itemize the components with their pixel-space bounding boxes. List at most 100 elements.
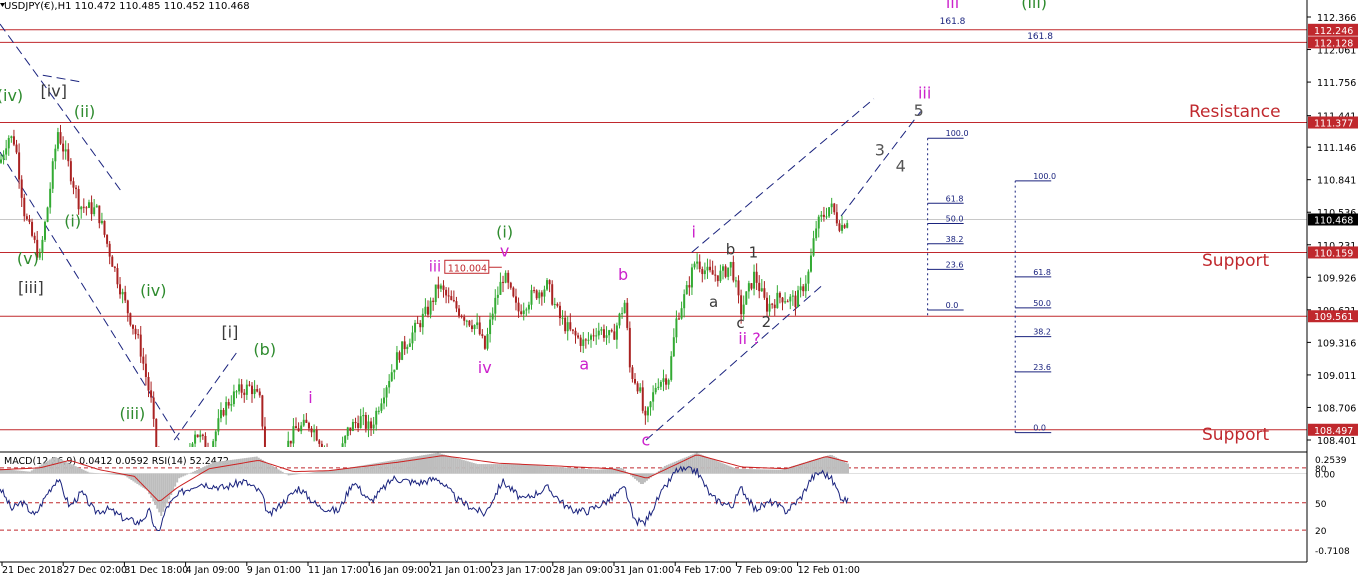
candle-body [460, 315, 463, 318]
candle-body [512, 287, 515, 297]
candle-body [465, 320, 468, 322]
candle-body [540, 292, 543, 297]
candle-body [626, 302, 629, 328]
candle-body [310, 428, 313, 433]
wave-label: a [709, 293, 718, 311]
time-tick-label: 7 Feb 09:00 [736, 565, 792, 576]
candle-body [320, 443, 323, 447]
wave-label: iii [946, 0, 959, 12]
candle-body [535, 290, 538, 299]
candle-body [737, 280, 740, 296]
candle-body [62, 143, 65, 152]
candle-body [85, 207, 88, 209]
candle-body [111, 256, 114, 267]
candle-body [152, 397, 155, 419]
candle-body [380, 403, 383, 411]
price-tag-label: 109.561 [1314, 312, 1353, 323]
candle-body [447, 295, 450, 297]
price-tag-label: 108.497 [1314, 426, 1353, 437]
candle-body [760, 288, 763, 292]
candle-body [225, 402, 228, 416]
candle-body [315, 429, 318, 441]
candle-body [688, 285, 691, 288]
candle-body [802, 286, 805, 292]
wave-label: (i) [496, 222, 513, 241]
candle-body [812, 238, 815, 256]
candle-body [657, 386, 660, 388]
candle-body [7, 138, 10, 149]
candle-body [797, 290, 800, 308]
candle-body [227, 402, 230, 406]
candle-body [830, 203, 833, 208]
candle-body [696, 261, 699, 264]
candle-body [685, 285, 688, 295]
trend-line [42, 74, 80, 83]
candle-body [424, 306, 427, 314]
candle-body [82, 206, 85, 208]
candle-body [745, 291, 748, 305]
candle-body [362, 415, 365, 417]
candle-body [595, 335, 598, 337]
candle-body [729, 261, 732, 268]
wave-label-layer: Resistance Support Support 110.004 (iv) [iv] (… [0, 0, 1281, 449]
candle-body [31, 221, 34, 236]
candle-body [701, 269, 704, 275]
candle-body [300, 425, 303, 432]
candle-body [667, 379, 670, 385]
wave-label: [iii] [18, 278, 44, 297]
fib-level-label: 100.0 [946, 129, 969, 138]
candle-body [553, 303, 556, 305]
candle-body [263, 426, 266, 447]
candle-body [569, 322, 572, 330]
candle-body [489, 319, 492, 335]
candle-body [256, 389, 259, 392]
candle-body [251, 385, 254, 395]
candle-body [520, 311, 523, 315]
candle-body [124, 291, 127, 301]
candle-body [463, 317, 466, 321]
candle-body [768, 303, 771, 312]
candle-body [672, 337, 675, 357]
price-tag-label: 110.159 [1314, 248, 1353, 259]
candle-body [116, 268, 119, 285]
candle-body [292, 426, 295, 444]
price-tag [1308, 23, 1358, 36]
candle-body [416, 322, 419, 324]
candle-body [439, 285, 442, 289]
candle-body [46, 207, 49, 222]
indicator-tick-label: 0.2539 [1315, 456, 1347, 466]
candle-body [525, 309, 528, 311]
candle-body [406, 346, 409, 350]
candle-body [212, 441, 215, 447]
candle-body [809, 255, 812, 272]
candle-body [455, 301, 458, 309]
trend-line [645, 285, 823, 441]
candle-body [364, 415, 367, 429]
zone-label: Support [1202, 251, 1270, 271]
wave-label: [i] [221, 323, 238, 342]
time-tick-label: 21 Dec 2018 [2, 565, 63, 576]
candle-body [408, 343, 411, 347]
fib-level-label: 23.6 [946, 260, 964, 269]
candle-body [357, 423, 360, 428]
candle-body [641, 387, 644, 411]
candle-body [367, 421, 370, 429]
candle-body [600, 329, 603, 331]
candle-body [434, 284, 437, 302]
candle-body [621, 313, 624, 315]
trend-line [691, 98, 875, 253]
zone-label: Support [1202, 425, 1270, 445]
candle-body [230, 404, 233, 406]
price-tag-label: 112.246 [1314, 26, 1353, 37]
zone-label: Resistance [1189, 102, 1281, 122]
candle-body [450, 296, 453, 301]
candle-body [93, 207, 96, 215]
candle-body [95, 205, 98, 208]
candle-body [592, 335, 595, 337]
candle-body [419, 323, 422, 328]
fib-level-label: 61.8 [1033, 268, 1051, 277]
candle-body [307, 422, 310, 429]
price-tag [1308, 246, 1358, 259]
